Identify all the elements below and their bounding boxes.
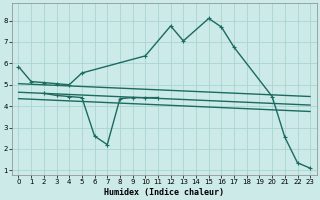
X-axis label: Humidex (Indice chaleur): Humidex (Indice chaleur) (104, 188, 224, 197)
